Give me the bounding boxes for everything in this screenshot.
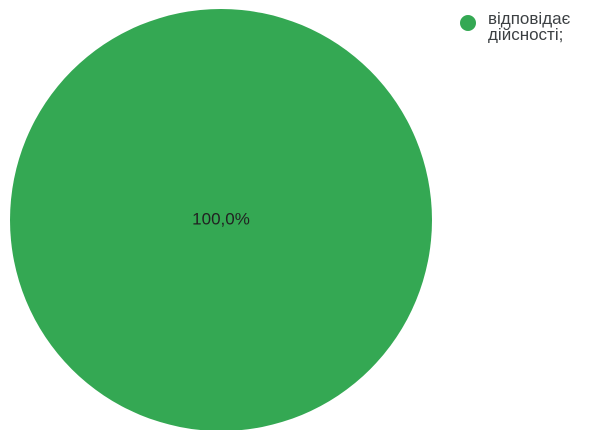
legend-item[interactable]: відповідає дійсності; bbox=[460, 11, 611, 43]
legend-swatch-icon bbox=[460, 15, 476, 31]
pie-data-label: 100,0% bbox=[192, 209, 250, 228]
pie-slice[interactable] bbox=[10, 9, 432, 430]
pie-data-labels: 100,0% bbox=[192, 209, 250, 228]
legend: відповідає дійсності; bbox=[460, 11, 611, 43]
legend-label: відповідає дійсності; bbox=[488, 11, 571, 43]
pie-slices bbox=[10, 9, 432, 430]
